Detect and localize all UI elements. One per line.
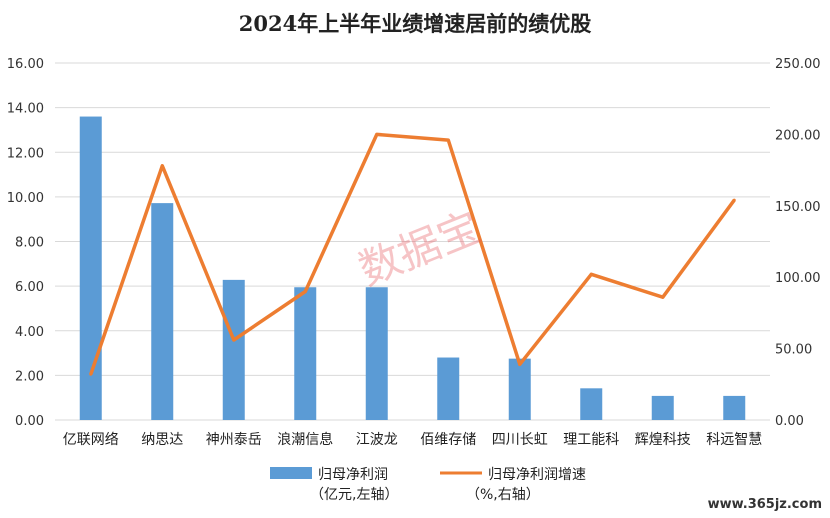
- bar: [723, 395, 746, 420]
- category-label: 科远智慧: [706, 432, 762, 448]
- left-tick-label: 16.00: [7, 57, 44, 72]
- legend-label-line: 归母净利润增速: [488, 466, 586, 483]
- right-tick-label: 100.00: [775, 271, 821, 286]
- bar: [79, 116, 102, 421]
- legend-label-bars: 归母净利润: [318, 466, 388, 483]
- line-point: [160, 164, 164, 168]
- line-point: [303, 289, 307, 293]
- category-axis: 亿联网络 纳思达 神州泰岳 浪潮信息 江波龙 佰维存储 四川长虹 理工能科 辉煌科技 科远智慧: [63, 431, 763, 448]
- category-label: 江波龙: [356, 432, 398, 448]
- right-tick-label: 150.00: [775, 200, 821, 215]
- line-point: [661, 295, 665, 299]
- category-label: 纳思达: [141, 432, 183, 448]
- legend-sub-line: （%,右轴）: [466, 487, 540, 503]
- left-tick-label: 4.00: [15, 325, 44, 340]
- series-line: [89, 132, 736, 375]
- left-tick-label: 12.00: [7, 146, 44, 161]
- right-tick-label: 200.00: [775, 128, 821, 143]
- line-point: [446, 138, 450, 142]
- bar: [222, 279, 245, 420]
- category-label: 浪潮信息: [277, 431, 333, 448]
- right-tick-label: 0.00: [775, 414, 804, 429]
- right-tick-label: 50.00: [775, 343, 812, 358]
- legend: 归母净利润 （亿元,左轴） 归母净利润增速 （%,右轴）: [270, 466, 586, 503]
- bar: [651, 395, 674, 420]
- line-point: [89, 372, 93, 376]
- line-point: [518, 362, 522, 366]
- bar: [508, 358, 531, 420]
- legend-sub-bars: （亿元,左轴）: [310, 487, 398, 503]
- line-point: [375, 132, 379, 136]
- line-point: [232, 338, 236, 342]
- chart-title: 2024年上半年业绩增速居前的绩优股: [239, 11, 591, 36]
- left-tick-label: 14.00: [7, 102, 44, 117]
- site-mark: www.365jz.com: [708, 497, 822, 512]
- left-tick-label: 10.00: [7, 191, 44, 206]
- bar: [580, 388, 603, 420]
- watermark: 数据宝: [352, 202, 487, 295]
- right-axis: 0.00 50.00 100.00 150.00 200.00 250.00: [775, 57, 821, 429]
- left-tick-label: 6.00: [15, 280, 44, 295]
- legend-swatch-bars: [270, 467, 312, 479]
- category-label: 佰维存储: [420, 432, 476, 448]
- bar: [437, 357, 460, 420]
- left-tick-label: 2.00: [15, 369, 44, 384]
- bar: [365, 287, 388, 420]
- bar: [151, 203, 174, 420]
- line-point: [589, 272, 593, 276]
- category-label: 辉煌科技: [635, 432, 691, 448]
- left-tick-label: 0.00: [15, 414, 44, 429]
- line-series: [89, 132, 736, 376]
- bar: [294, 287, 317, 420]
- category-label: 四川长虹: [492, 432, 548, 448]
- category-label: 神州泰岳: [206, 432, 262, 448]
- bar-series: [79, 116, 746, 421]
- category-label: 理工能科: [563, 432, 619, 448]
- line-point: [732, 198, 736, 202]
- left-tick-label: 8.00: [15, 236, 44, 251]
- category-label: 亿联网络: [63, 432, 119, 448]
- left-axis: 0.00 2.00 4.00 6.00 8.00 10.00 12.00 14.00 16.00: [7, 57, 44, 429]
- right-tick-label: 250.00: [775, 57, 821, 72]
